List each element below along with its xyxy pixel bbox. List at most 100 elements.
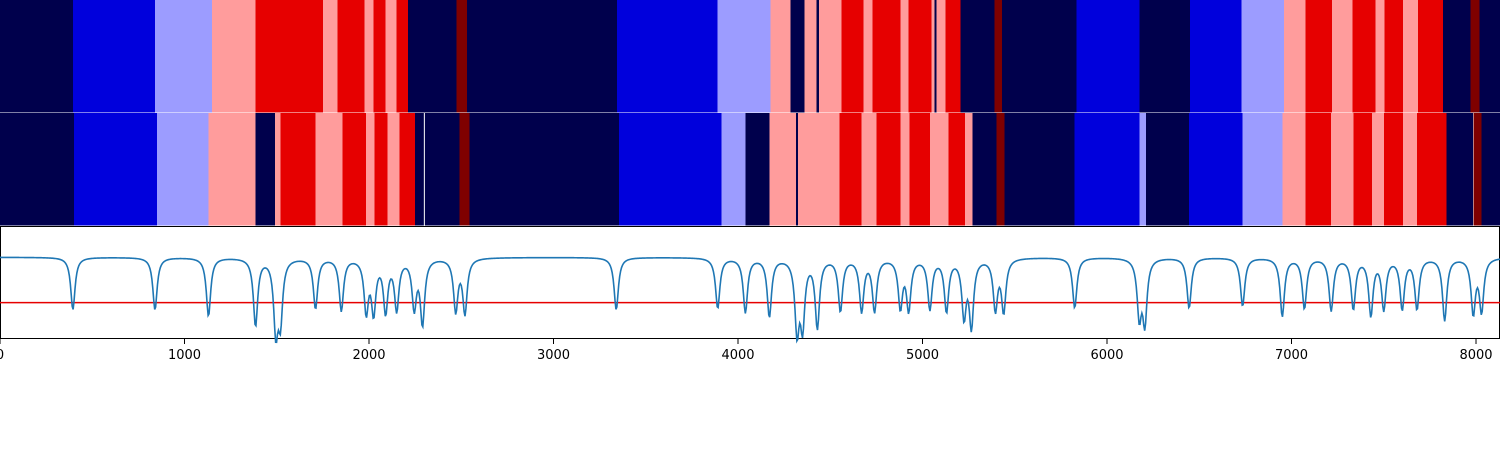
heatmap-segment <box>1145 113 1190 226</box>
heatmap-segment <box>366 113 375 226</box>
heatmap-segment <box>717 0 771 113</box>
heatmap-segment <box>0 0 73 113</box>
heatmap-segment <box>900 113 910 226</box>
heatmap-segment <box>1353 113 1372 226</box>
heatmap-segment <box>373 0 386 113</box>
heatmap-segment <box>0 113 74 226</box>
heatmap-segment <box>469 113 620 226</box>
middle-heatmap-row <box>0 113 1500 226</box>
heatmap-segment <box>819 0 842 113</box>
heatmap-segment <box>863 0 873 113</box>
heatmap-segment <box>387 113 400 226</box>
heatmap-segment <box>908 0 932 113</box>
heatmap-segment <box>315 113 343 226</box>
x-axis: 0 1000 2000 3000 4000 5000 6000 7000 8000 <box>0 339 1493 363</box>
heatmap-segment <box>931 0 935 113</box>
heatmap-segment <box>1001 0 1077 113</box>
heatmap-segment <box>1479 0 1500 113</box>
heatmap-segment <box>929 113 949 226</box>
heatmap-segment <box>994 0 1002 113</box>
heatmap-segment <box>745 113 770 226</box>
heatmap-segment <box>1470 0 1480 113</box>
heatmap-segment <box>872 0 901 113</box>
heatmap-segment <box>721 113 746 226</box>
heatmap-segment <box>255 113 275 226</box>
heatmap-segment <box>839 113 862 226</box>
heatmap-segment <box>1375 0 1385 113</box>
heatmap-segment <box>374 113 388 226</box>
heatmap-segment <box>1416 113 1447 226</box>
heatmap-segment <box>996 113 1005 226</box>
heatmap-segment <box>1305 0 1333 113</box>
heatmap-segment <box>972 113 997 226</box>
heatmap-segment <box>385 0 397 113</box>
heatmap-segment <box>280 113 316 226</box>
heatmap-segment <box>1352 0 1376 113</box>
x-tick-label: 7000 <box>1275 348 1308 363</box>
heatmap-segment <box>797 113 840 226</box>
heatmap-segment <box>1446 113 1474 226</box>
heatmap-segment <box>459 113 470 226</box>
heatmap-segment <box>960 0 995 113</box>
heatmap-segment <box>948 113 965 226</box>
heatmap-segment <box>322 0 338 113</box>
heatmap-segment <box>1076 0 1140 113</box>
heatmap-segment <box>1403 113 1417 226</box>
heatmap-segment <box>1331 113 1354 226</box>
heatmap-segment <box>1332 0 1353 113</box>
heatmap-segment <box>909 113 930 226</box>
heatmap-segment <box>1282 113 1306 226</box>
heatmap-segment <box>1371 113 1384 226</box>
heatmap-segment <box>154 0 213 113</box>
heatmap-segment <box>415 113 460 226</box>
x-tick-label: 0 <box>0 348 4 363</box>
heatmap-segment <box>396 0 408 113</box>
heatmap-segment <box>964 113 973 226</box>
heatmap-segment <box>770 0 791 113</box>
heatmap-segment <box>936 0 946 113</box>
x-tick-label: 1000 <box>168 348 201 363</box>
heatmap-segment <box>255 0 323 113</box>
x-tick-label: 5000 <box>906 348 939 363</box>
heatmap-segment <box>364 0 374 113</box>
heatmap-segment <box>619 113 722 226</box>
x-tick-label: 4000 <box>721 348 754 363</box>
heatmap-segment <box>900 0 909 113</box>
heatmap-segment <box>934 0 937 113</box>
heatmap-segment <box>1481 113 1500 226</box>
heatmap-segment <box>1473 113 1482 226</box>
heatmap-segment <box>1284 0 1306 113</box>
heatmap-segment <box>73 113 157 226</box>
top-heatmap-row <box>0 0 1500 113</box>
heatmap-segment <box>1417 0 1443 113</box>
heatmap-segment <box>399 113 416 226</box>
heatmap-segment <box>1241 0 1285 113</box>
heatmap-segment <box>1383 113 1404 226</box>
heatmap-segment <box>1305 113 1332 226</box>
heatmap-segment <box>1189 113 1243 226</box>
line-plot-panel <box>0 226 1500 344</box>
heatmap-segment <box>274 113 281 226</box>
heatmap-segment <box>796 113 798 226</box>
heatmap-segment <box>456 0 467 113</box>
heatmap-segment <box>337 0 365 113</box>
heatmap-segment <box>769 113 797 226</box>
heatmap-segment <box>1384 0 1404 113</box>
heatmap-segment <box>861 113 877 226</box>
heatmap-segment <box>156 113 209 226</box>
heatmap-segment <box>1139 113 1146 226</box>
x-tick-label: 8000 <box>1459 348 1492 363</box>
heatmap-segment <box>212 0 256 113</box>
heatmap-segment <box>841 0 864 113</box>
heatmap-segment <box>617 0 718 113</box>
heatmap-segment <box>1074 113 1140 226</box>
heatmap-segment <box>208 113 256 226</box>
heatmap-segment <box>876 113 901 226</box>
x-tick-label: 3000 <box>537 348 570 363</box>
signal-line <box>0 256 1500 344</box>
x-tick-label: 6000 <box>1090 348 1123 363</box>
x-tick-label: 2000 <box>352 348 385 363</box>
heatmap-segment <box>72 0 155 113</box>
heatmap-segment <box>1139 0 1191 113</box>
